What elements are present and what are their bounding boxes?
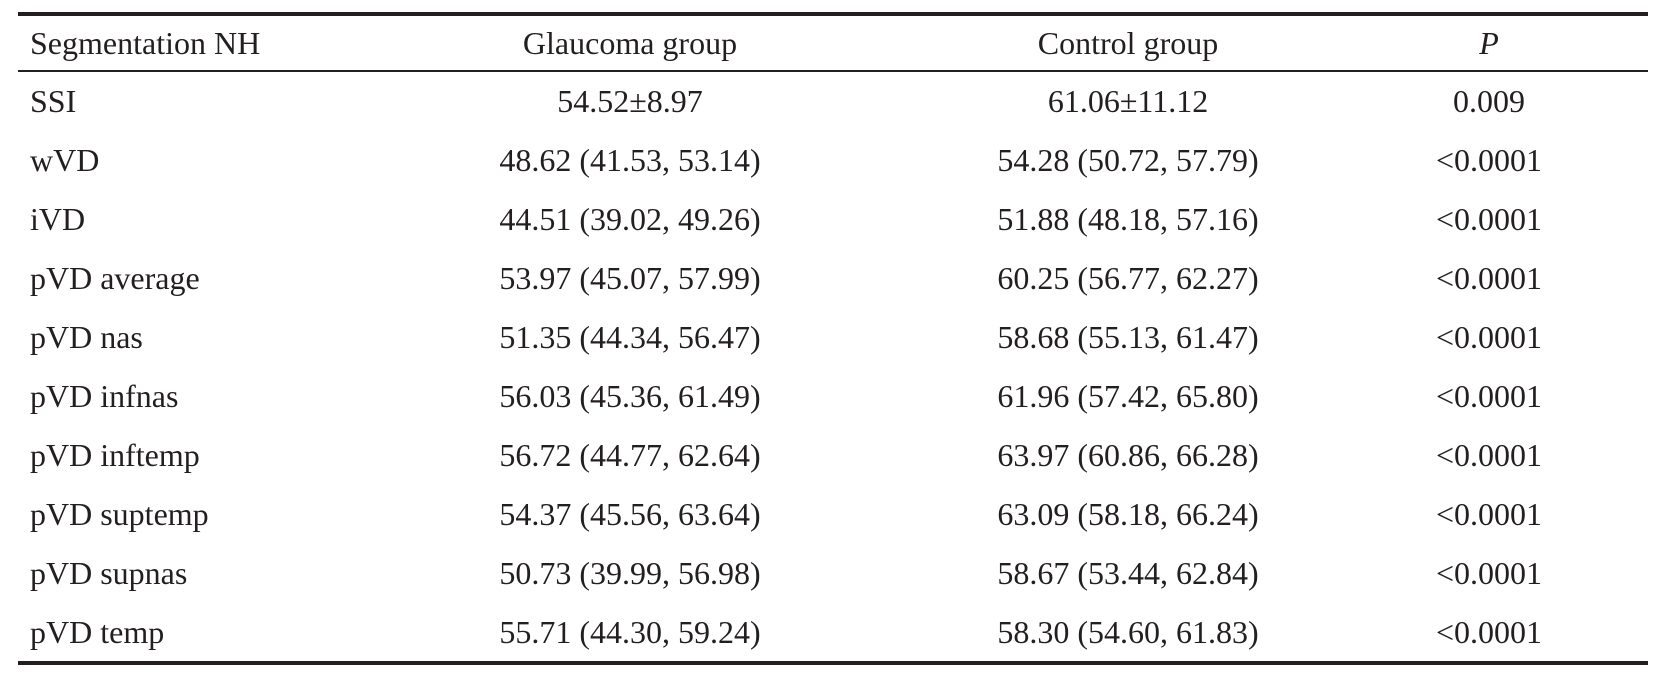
glaucoma-value: 56.72 (44.77, 62.64): [499, 436, 761, 473]
p-value: <0.0001: [1435, 377, 1543, 414]
glaucoma-value: 48.62 (41.53, 53.14): [499, 141, 761, 178]
table-row: SSI 54.52±8.97 61.06±11.12 0.009: [18, 72, 1648, 130]
glaucoma-value: 54.37 (45.56, 63.64): [499, 495, 761, 532]
table-row: pVD suptemp 54.37 (45.56, 63.64) 63.09 (…: [18, 484, 1648, 543]
control-value: 61.06±11.12: [1047, 83, 1209, 119]
table-row: pVD average 53.97 (45.07, 57.99) 60.25 (…: [18, 248, 1648, 307]
glaucoma-value: 53.97 (45.07, 57.99): [499, 259, 761, 296]
control-value: 51.88 (48.18, 57.16): [997, 200, 1259, 237]
glaucoma-value: 54.52±8.97: [557, 83, 703, 119]
table-header-rule: [18, 70, 1648, 72]
header-control-group: Control group: [1037, 25, 1219, 61]
control-value: 58.67 (53.44, 62.84): [997, 554, 1259, 591]
p-value: <0.0001: [1435, 495, 1543, 532]
data-table: Segmentation NH Glaucoma group Control g…: [18, 12, 1648, 665]
row-label: SSI: [30, 83, 77, 119]
p-value: <0.0001: [1435, 613, 1543, 650]
glaucoma-value: 51.35 (44.34, 56.47): [499, 318, 761, 355]
p-value: <0.0001: [1435, 436, 1543, 473]
p-value: <0.0001: [1435, 554, 1543, 591]
p-value: <0.0001: [1435, 141, 1543, 178]
table-bottom-rule: [18, 661, 1648, 665]
row-label: pVD inftemp: [30, 436, 200, 473]
glaucoma-value: 56.03 (45.36, 61.49): [499, 377, 761, 414]
header-segmentation-nh: Segmentation NH: [30, 25, 261, 61]
header-glaucoma-group: Glaucoma group: [522, 25, 738, 61]
control-value: 61.96 (57.42, 65.80): [997, 377, 1259, 414]
table-row: pVD nas 51.35 (44.34, 56.47) 58.68 (55.1…: [18, 307, 1648, 366]
glaucoma-value: 44.51 (39.02, 49.26): [499, 200, 761, 237]
row-label: pVD infnas: [30, 377, 179, 414]
table-top-rule: [18, 12, 1648, 16]
row-label: pVD temp: [30, 613, 165, 650]
p-value: <0.0001: [1435, 259, 1543, 296]
row-label: iVD: [30, 200, 86, 237]
table-row: pVD supnas 50.73 (39.99, 56.98) 58.67 (5…: [18, 543, 1648, 602]
table-row: wVD 48.62 (41.53, 53.14) 54.28 (50.72, 5…: [18, 130, 1648, 189]
glaucoma-value: 50.73 (39.99, 56.98): [499, 554, 761, 591]
table-row: pVD temp 55.71 (44.30, 59.24) 58.30 (54.…: [18, 602, 1648, 661]
control-value: 63.97 (60.86, 66.28): [997, 436, 1259, 473]
p-value: <0.0001: [1435, 318, 1543, 355]
control-value: 63.09 (58.18, 66.24): [997, 495, 1259, 532]
control-value: 60.25 (56.77, 62.27): [997, 259, 1259, 296]
control-value: 58.68 (55.13, 61.47): [997, 318, 1259, 355]
control-value: 54.28 (50.72, 57.79): [997, 141, 1259, 178]
row-label: pVD suptemp: [30, 495, 209, 532]
row-label: pVD supnas: [30, 554, 188, 591]
header-p-value: P: [1479, 25, 1499, 61]
table-header-row: Segmentation NH Glaucoma group Control g…: [18, 16, 1648, 70]
row-label: pVD nas: [30, 318, 143, 355]
table-row: pVD infnas 56.03 (45.36, 61.49) 61.96 (5…: [18, 366, 1648, 425]
glaucoma-value: 55.71 (44.30, 59.24): [499, 613, 761, 650]
table-row: iVD 44.51 (39.02, 49.26) 51.88 (48.18, 5…: [18, 189, 1648, 248]
row-label: pVD average: [30, 259, 200, 296]
p-value: <0.0001: [1435, 200, 1543, 237]
row-label: wVD: [30, 141, 100, 178]
control-value: 58.30 (54.60, 61.83): [997, 613, 1259, 650]
p-value: 0.009: [1453, 83, 1525, 119]
table-row: pVD inftemp 56.72 (44.77, 62.64) 63.97 (…: [18, 425, 1648, 484]
